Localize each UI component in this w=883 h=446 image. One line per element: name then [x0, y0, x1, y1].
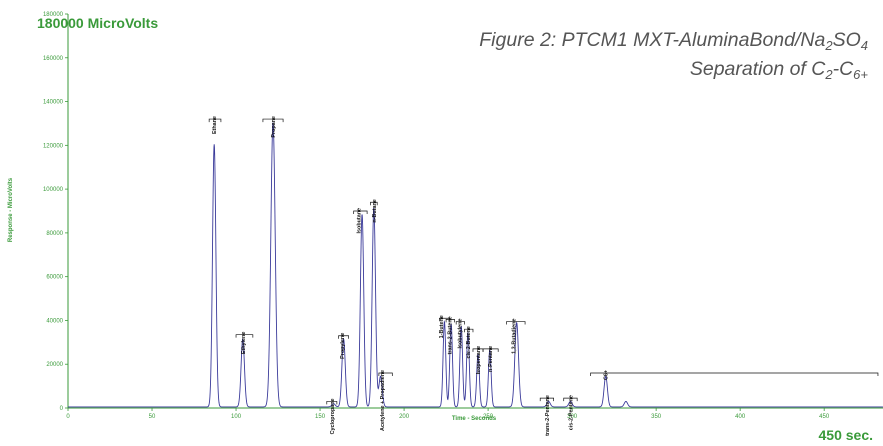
peak-label: Cyclopropane [330, 398, 336, 434]
x-tick-label: 450 [819, 414, 830, 420]
peak-bracket [482, 348, 499, 352]
y-tick-label: 20000 [46, 362, 63, 368]
title-layer: Figure 2: PTCM1 MXT-AluminaBond/Na2SO4 S… [479, 29, 868, 82]
peak-bracket [338, 335, 349, 339]
x-tick-label: 300 [567, 414, 578, 420]
peak-bracket [539, 397, 554, 402]
peak-bracket [563, 397, 578, 402]
y-tick-label: 120000 [43, 143, 64, 149]
x-tick-label: 400 [735, 414, 746, 420]
peak-label: Isopentane [476, 346, 482, 374]
y-tick-label: 100000 [43, 187, 64, 193]
peak-label: Ethane [212, 116, 218, 134]
peak-label: Propylene [340, 333, 346, 359]
figure-title-line-2: Separation of C2-C6+ [690, 58, 869, 82]
peak-bracket [445, 319, 455, 323]
peak-bracket [455, 321, 465, 325]
peak-label-layer: Ethane Ethylene Propane Cyclopropane Propyle… [208, 116, 879, 436]
x-tick-label: 0 [66, 414, 70, 420]
x-tick-label: 250 [483, 414, 494, 420]
x-tick-label: 50 [149, 414, 156, 420]
peak-label: Propane [271, 116, 277, 138]
y-tick-label: 140000 [43, 100, 64, 106]
peak-bracket [439, 317, 450, 322]
x-tick-label: 200 [399, 414, 410, 420]
peak-label: C6+ [604, 370, 610, 380]
peak-label: Isobutylene [458, 319, 464, 349]
peak-bracket [464, 328, 474, 333]
x-axis-label: Time - Seconds [452, 416, 497, 422]
peak-bracket [262, 118, 284, 123]
peak-label: 1-Butene [439, 315, 445, 338]
y-tick-label: 180000 [43, 12, 64, 18]
peak-bracket [506, 321, 526, 325]
x-tick-label: 350 [651, 414, 662, 420]
x-tick-label: 100 [231, 414, 242, 420]
trace-layer [68, 122, 883, 408]
peak-label: cis-2-Butene [466, 326, 472, 358]
y-max-label: 180000 MicroVolts [37, 15, 158, 31]
y-tick-label: 160000 [43, 56, 64, 62]
y-tick-label: 80000 [46, 231, 63, 237]
y-tick-label: 60000 [46, 275, 63, 281]
peak-label: trans-2-Pentene [545, 395, 551, 436]
peak-bracket [370, 201, 378, 206]
peak-bracket [326, 401, 338, 405]
chromatogram-trace [68, 122, 883, 408]
peak-bracket [208, 118, 222, 123]
peak-bracket [378, 372, 393, 376]
peak-label: n-Butane [372, 199, 378, 222]
peak-label: n-Pentane [488, 346, 494, 372]
y-tick-label: 40000 [46, 318, 63, 324]
peak-bracket [235, 334, 254, 338]
figure-title-line-1: Figure 2: PTCM1 MXT-AluminaBond/Na2SO4 [479, 29, 868, 53]
peak-label: trans-2-Butene [447, 316, 453, 354]
peak-label: Acetylene + Propadiene [380, 370, 386, 431]
x-max-label: 450 sec. [819, 427, 874, 443]
peak-label: Ethylene [241, 332, 247, 354]
x-tick-label: 150 [315, 414, 326, 420]
y-axis-label: Response - MicroVolts [8, 177, 14, 242]
peak-bracket [353, 210, 368, 214]
y-tick-label: 0 [60, 406, 64, 412]
peak-label: 1,3-Butadiene [511, 319, 517, 354]
axes-layer: 0 20000 40000 60000 80000 100000 120000 140000 1… [43, 12, 883, 420]
peak-bracket [590, 372, 879, 376]
peak-label: Isobutane [357, 208, 363, 233]
peak-label: cis-2-Pentene [568, 395, 574, 430]
